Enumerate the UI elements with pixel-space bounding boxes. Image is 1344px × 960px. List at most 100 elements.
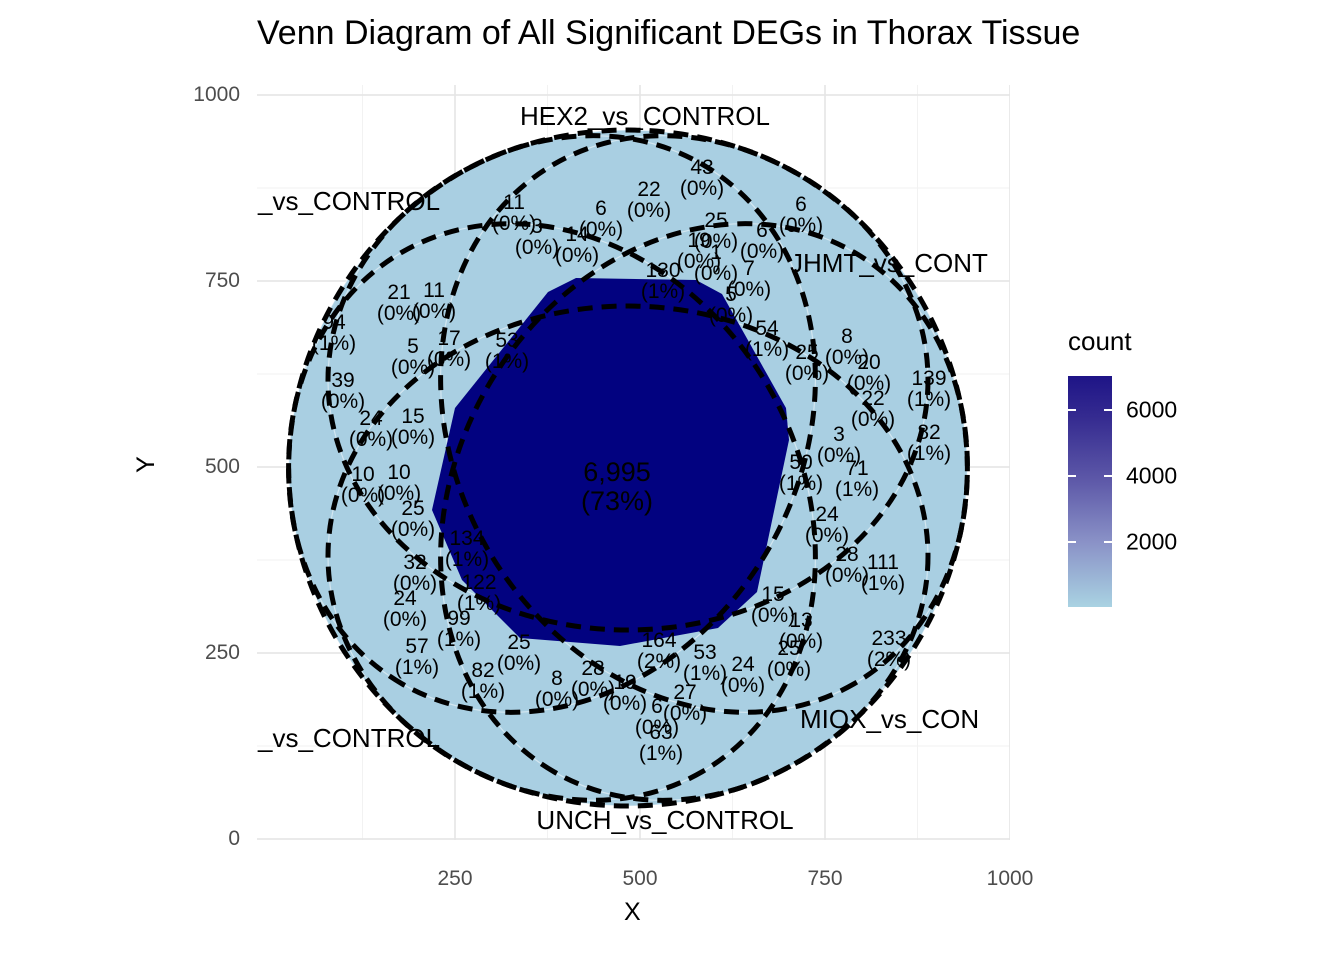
venn-set-blob <box>286 133 818 715</box>
region-count-label: 11 (0%) <box>491 191 537 235</box>
y-axis-title: Y <box>131 456 160 473</box>
legend-tick-mark <box>1104 474 1112 477</box>
region-count-label: 233 (2%) <box>866 627 912 671</box>
set-label: HEX2_vs_CONTROL <box>520 101 770 131</box>
region-count-label: 22 (0%) <box>626 178 672 222</box>
legend-tick-mark <box>1104 408 1112 411</box>
legend-tick-mark <box>1068 540 1076 543</box>
region-count-label: 27 (0%) <box>662 681 708 725</box>
region-count-label: 82 (1%) <box>906 421 952 465</box>
region-count-label: 21 (0%) <box>376 281 422 325</box>
set-label: UNCH_vs_CONTROL <box>536 805 794 835</box>
region-count-label: 1 (0%) <box>693 241 739 285</box>
region-count-label: 10 (0%) <box>340 463 386 507</box>
region-count-label: 6 (0%) <box>739 219 785 263</box>
x-tick-label: 500 <box>622 867 658 890</box>
region-count-label: 24 (0%) <box>382 587 428 631</box>
set-label: MIOX_vs_CON <box>800 704 980 734</box>
region-count-label: 5 (0%) <box>708 283 754 327</box>
region-count-label: 25 (0%) <box>766 637 812 681</box>
region-count-label: 164 (2%) <box>636 629 682 673</box>
x-tick-label: 750 <box>807 867 843 890</box>
y-tick-label: 1000 <box>193 83 240 106</box>
venn-center-region <box>432 278 789 646</box>
region-count-label: 111 (1%) <box>860 551 906 595</box>
region-count-label: 50 (1%) <box>778 451 824 495</box>
region-count-label: 53 (1%) <box>682 641 728 685</box>
region-count-label: 19 (0%) <box>602 671 648 715</box>
set-label: JHMT_vs_CONT <box>790 248 988 278</box>
legend-tick-label: 6000 <box>1126 396 1178 423</box>
region-count-label: 25 (0%) <box>390 497 436 541</box>
region-count-label: 15 (0%) <box>390 405 436 449</box>
region-count-label: 8 (0%) <box>534 667 580 711</box>
region-count-label: 17 (0%) <box>426 327 472 371</box>
plot-panel: _vs_CONTROL HEX2_vs_CONTROL JHMT_vs_CONT MI… <box>257 85 1010 840</box>
region-count-label: 39 (0%) <box>320 369 366 413</box>
region-count-label: 54 (1%) <box>744 317 790 361</box>
y-tick-label: 750 <box>204 269 240 292</box>
region-count-label: 10 (0%) <box>376 461 422 505</box>
y-tick-label: 0 <box>228 827 240 850</box>
legend: count 6000 4000 2000 <box>1062 326 1262 626</box>
region-count-label: 130 (1%) <box>640 259 686 303</box>
region-count-label: 99 (1%) <box>436 607 482 651</box>
region-count-label: 22 (0%) <box>850 387 896 431</box>
legend-tick-mark <box>1104 540 1112 543</box>
region-count-label: 20 (0%) <box>846 351 892 395</box>
region-count-label: 71 (1%) <box>834 457 880 501</box>
region-count-label: 8 (0%) <box>824 325 870 369</box>
region-count-label: 28 (0%) <box>570 657 616 701</box>
region-count-label: 6 (0%) <box>634 695 680 739</box>
region-count-label: 6 (0%) <box>578 197 624 241</box>
region-count-label: 5 (0%) <box>390 335 436 379</box>
venn-set-blob <box>286 221 818 803</box>
legend-tick-label: 2000 <box>1126 528 1178 555</box>
region-count-label: 82 (1%) <box>460 659 506 703</box>
set-label: _vs_CONTROL <box>258 186 441 216</box>
region-count-label: 25 (0%) <box>496 631 542 675</box>
x-tick-label: 250 <box>437 867 473 890</box>
region-count-label: 57 (1%) <box>394 635 440 679</box>
legend-gradient-bar <box>1068 376 1112 607</box>
region-count-label: 63 (1%) <box>638 721 684 765</box>
y-tick-label: 250 <box>204 641 240 664</box>
region-count-label: 94 (1%) <box>311 311 357 355</box>
region-count-label: 14 (0%) <box>554 223 600 267</box>
region-count-label: 25 (0%) <box>784 341 830 385</box>
y-tick-label: 500 <box>204 455 240 478</box>
set-label: _vs_CONTROL <box>258 723 441 753</box>
legend-title: count <box>1068 326 1132 356</box>
region-count-label: 24 (0%) <box>348 407 394 451</box>
region-count-label: 32 (0%) <box>392 551 438 595</box>
region-count-label: 3 (0%) <box>514 215 560 259</box>
x-tick-label: 1000 <box>986 867 1034 890</box>
venn-set-blob <box>325 303 931 809</box>
venn-set-blob <box>438 133 970 715</box>
legend-tick-mark <box>1068 474 1076 477</box>
region-count-label: 139 (1%) <box>906 367 952 411</box>
legend-tick-label: 4000 <box>1126 462 1178 489</box>
region-count-label: 6,995 (73%) <box>580 457 654 516</box>
region-count-label: 7 (0%) <box>726 257 772 301</box>
chart-title: Venn Diagram of All Significant DEGs in … <box>257 14 1081 52</box>
region-count-label: 3 (0%) <box>816 423 862 467</box>
region-count-label: 15 (0%) <box>750 583 796 627</box>
x-axis-title: X <box>624 898 641 926</box>
region-count-label: 122 (1%) <box>456 571 502 615</box>
region-count-label: 134 (1%) <box>444 527 490 571</box>
region-count-label: 24 (0%) <box>804 503 850 547</box>
venn-set-blob <box>325 127 931 633</box>
region-count-label: 28 (0%) <box>824 543 870 587</box>
region-count-label: 43 (0%) <box>679 156 725 200</box>
region-count-label: 25 (0%) <box>693 209 739 253</box>
region-count-label: 6 (0%) <box>778 193 824 237</box>
venn-set-blob <box>438 221 970 803</box>
region-count-label: 53 (1%) <box>484 329 530 373</box>
region-count-label: 19 (0%) <box>676 229 722 273</box>
region-count-label: 13 (0%) <box>778 609 824 653</box>
region-count-label: 24 (0%) <box>720 653 766 697</box>
region-count-label: 11 (0%) <box>411 279 457 323</box>
venn-canvas <box>257 85 1010 840</box>
